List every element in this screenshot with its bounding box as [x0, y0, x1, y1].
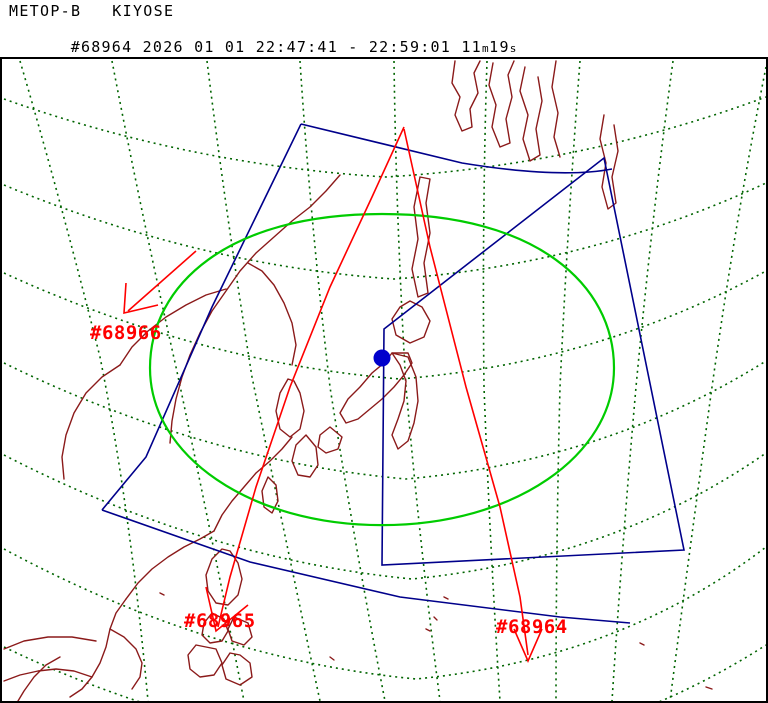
- coastline-indochina: [69, 598, 127, 698]
- coastline-island-speck: [159, 592, 165, 596]
- pass-id-0: #68964: [70, 38, 133, 56]
- graticule-meridian: [611, 60, 674, 701]
- coastline-korea: [275, 378, 305, 438]
- coastline-asia-mainland: [169, 174, 341, 444]
- graticule-meridian: [299, 60, 386, 701]
- graticule-meridian: [206, 60, 321, 701]
- swath-edge-bottom: [101, 509, 631, 624]
- graticule-parallel: [3, 360, 766, 480]
- pass-sep-0: -: [348, 38, 359, 56]
- pass-year-0: 2026: [142, 38, 184, 56]
- groundtrack-line-68966: [127, 250, 197, 312]
- groundtrack-68965: [205, 126, 405, 633]
- coastline-vietnam: [109, 628, 143, 690]
- graticule-parallel: [659, 644, 766, 701]
- pass-aos-0: 22:47:41: [255, 38, 338, 56]
- swath-polygon-68964: [381, 156, 685, 566]
- coastline-south-china: [125, 530, 215, 600]
- coastline-shikoku: [317, 426, 343, 454]
- coastline-island-speck: [433, 616, 438, 621]
- graticule-parallel: [3, 182, 766, 280]
- groundtrack-line-68964: [403, 128, 529, 656]
- coastline-island-speck: [329, 656, 335, 661]
- coastline-mindanao: [221, 652, 253, 686]
- track-label-68965: #68965: [184, 610, 256, 632]
- page-title: METOP-B KIYOSE: [9, 2, 175, 20]
- pass-day-0: 01: [224, 38, 246, 56]
- coastline-northern-asia: [119, 288, 227, 366]
- track-label-68964: #68964: [496, 616, 568, 638]
- map-canvas[interactable]: #68966 #68965 #68964: [0, 57, 768, 703]
- swath-polygon-68965: [101, 123, 631, 624]
- graticule-layer: [3, 60, 766, 701]
- graticule-parallel: [3, 270, 766, 380]
- coastline-china-east: [213, 436, 293, 532]
- header-text-block: METOP-B KIYOSE #68964 2026 01 01 22:47:4…: [0, 0, 768, 112]
- swath-edge-top: [300, 123, 613, 174]
- graticule-meridian: [555, 60, 581, 701]
- coastline-far-east: [519, 66, 543, 162]
- graticule-meridian: [111, 60, 245, 701]
- pass-row-0: #68964 2026 01 01 22:47:41 - 22:59:01 11…: [9, 20, 768, 76]
- coastline-okhotsk-coast: [551, 60, 561, 158]
- graticule-parallel: [3, 546, 766, 680]
- coastline-sakhalin: [411, 176, 431, 298]
- swath-edge-left: [101, 123, 302, 511]
- groundtrack-line-68965: [217, 126, 405, 628]
- coastline-honshu-east: [391, 352, 419, 450]
- coastline-island-speck: [443, 596, 449, 600]
- graticule-meridian: [482, 60, 501, 701]
- pass-dur-min-0: 11: [461, 38, 482, 56]
- coastline-kamchatka: [451, 60, 481, 132]
- graticule-parallel: [3, 96, 766, 178]
- map-vector-layer: [3, 60, 766, 701]
- coastline-kyushu: [291, 434, 319, 478]
- coastline-island-speck: [705, 686, 713, 690]
- coastline-indochina-west: [17, 656, 61, 701]
- groundtrack-68964: [403, 128, 543, 663]
- groundtrack-arrowhead-68966: [123, 282, 159, 315]
- graticule-meridian: [19, 60, 149, 701]
- track-label-68966: #68966: [90, 322, 162, 344]
- pass-dur-sec-unit-0: s: [509, 42, 517, 55]
- station-marker-kiyose[interactable]: [373, 349, 391, 367]
- coastline-kuril-chain: [488, 60, 515, 148]
- coastline-palawan: [187, 644, 223, 678]
- graticule-parallel: [3, 646, 140, 701]
- station-horizon-circle: [148, 212, 616, 527]
- coastline-taiwan: [261, 476, 279, 514]
- coastline-kuril-islands: [599, 114, 619, 210]
- coastline-bay-coast: [3, 668, 93, 682]
- coastline-philippines-visayas: [227, 616, 253, 646]
- pass-dur-sec-0: 19: [489, 38, 510, 56]
- coastline-layer: [3, 60, 713, 701]
- pass-dur-min-unit-0: m: [481, 42, 490, 55]
- coastline-bay-north: [3, 636, 97, 650]
- groundtrack-arrowhead-68965: [205, 586, 249, 633]
- pass-los-0: 22:59:01: [368, 38, 452, 56]
- coastline-central-asia: [61, 364, 121, 480]
- swath-outline-right: [381, 156, 685, 566]
- coastline-manchuria: [247, 262, 297, 366]
- groundtrack-arrowhead-68964: [513, 628, 543, 663]
- groundtrack-68966: [123, 250, 197, 315]
- coastline-island-speck: [639, 642, 645, 646]
- coastline-hokkaido: [391, 300, 431, 344]
- coastline-island-speck: [425, 628, 431, 632]
- coastline-philippines-mid: [201, 612, 229, 644]
- graticule-meridian: [669, 66, 766, 701]
- pass-month-0: 01: [194, 38, 215, 56]
- coastline-honshu: [339, 352, 413, 424]
